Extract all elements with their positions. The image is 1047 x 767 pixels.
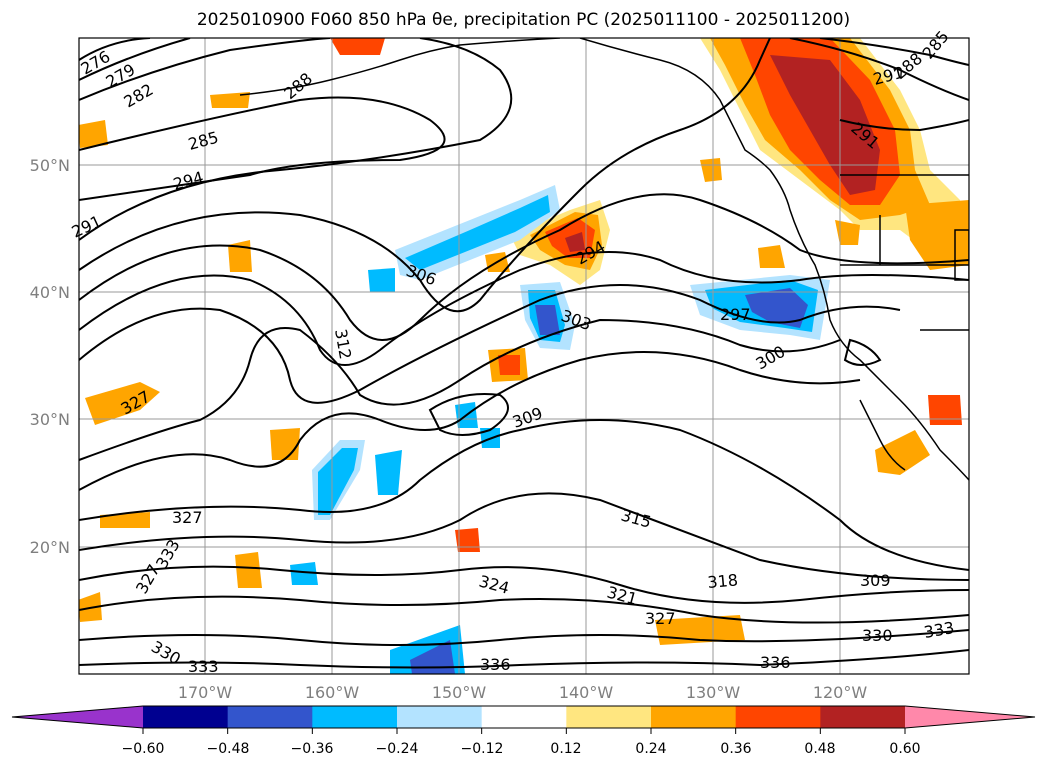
- contour-label: 318: [707, 570, 739, 592]
- colorbar-tick-label: 0.24: [635, 741, 666, 757]
- colorbar-extend-left: [12, 706, 143, 728]
- colorbar-extend-right: [905, 706, 1035, 728]
- theta-e-contours: [79, 38, 969, 669]
- lon-label: 120°W: [813, 683, 868, 702]
- lat-label: 40°N: [30, 283, 70, 302]
- colorbar-tick-label: −0.48: [207, 741, 250, 757]
- colorbar-cell: [312, 706, 398, 728]
- coastlines: [239, 38, 969, 481]
- colorbar-cell: [143, 706, 229, 728]
- colorbar-cell: [735, 706, 821, 728]
- contour-label: 309: [860, 571, 891, 590]
- colorbar-tick-label: −0.24: [376, 741, 419, 757]
- plot-frame: [78, 37, 970, 675]
- colorbar-cell: [820, 706, 906, 728]
- lat-label: 30°N: [30, 410, 70, 429]
- contour-label: 327: [645, 609, 676, 628]
- colorbar: −0.60 −0.48 −0.36 −0.24 −0.12 0.12 0.24 …: [11, 705, 1036, 757]
- lon-label: 150°W: [432, 683, 487, 702]
- colorbar-cell: [566, 706, 652, 728]
- precip-shading: [79, 38, 969, 674]
- colorbar-tick-label: −0.12: [461, 741, 504, 757]
- map-title: 2025010900 F060 850 hPa θe, precipitatio…: [196, 10, 851, 30]
- colorbar-tick-label: 0.60: [889, 741, 920, 757]
- colorbar-cell: [227, 706, 313, 728]
- lat-label: 50°N: [30, 156, 70, 175]
- contour-label: 330: [862, 626, 893, 645]
- contour-label: 333: [188, 657, 219, 676]
- colorbar-tick-label: −0.60: [122, 741, 165, 757]
- colorbar-tick-label: 0.36: [720, 741, 751, 757]
- grid-lines: [79, 38, 969, 674]
- colorbar-tick-label: 0.12: [550, 741, 581, 757]
- colorbar-tick-label: 0.48: [804, 741, 835, 757]
- contour-label: 336: [480, 655, 511, 674]
- colorbar-cell: [651, 706, 737, 728]
- colorbar-cell: [397, 706, 483, 728]
- contour-label: 327: [172, 508, 203, 527]
- lon-label: 130°W: [686, 683, 741, 702]
- latitude-labels: 50°N 40°N 30°N 20°N: [30, 156, 70, 557]
- lon-label: 170°W: [178, 683, 233, 702]
- contour-label: 297: [720, 305, 751, 324]
- lat-label: 20°N: [30, 538, 70, 557]
- colorbar-cells: [143, 706, 906, 728]
- colorbar-tick-label: −0.36: [291, 741, 334, 757]
- contour-label: 336: [760, 653, 791, 672]
- colorbar-tick-marks: [142, 728, 906, 734]
- longitude-labels: 170°W 160°W 150°W 140°W 130°W 120°W: [178, 683, 868, 702]
- lon-label: 160°W: [305, 683, 360, 702]
- lon-label: 140°W: [559, 683, 614, 702]
- colorbar-cell: [481, 706, 567, 728]
